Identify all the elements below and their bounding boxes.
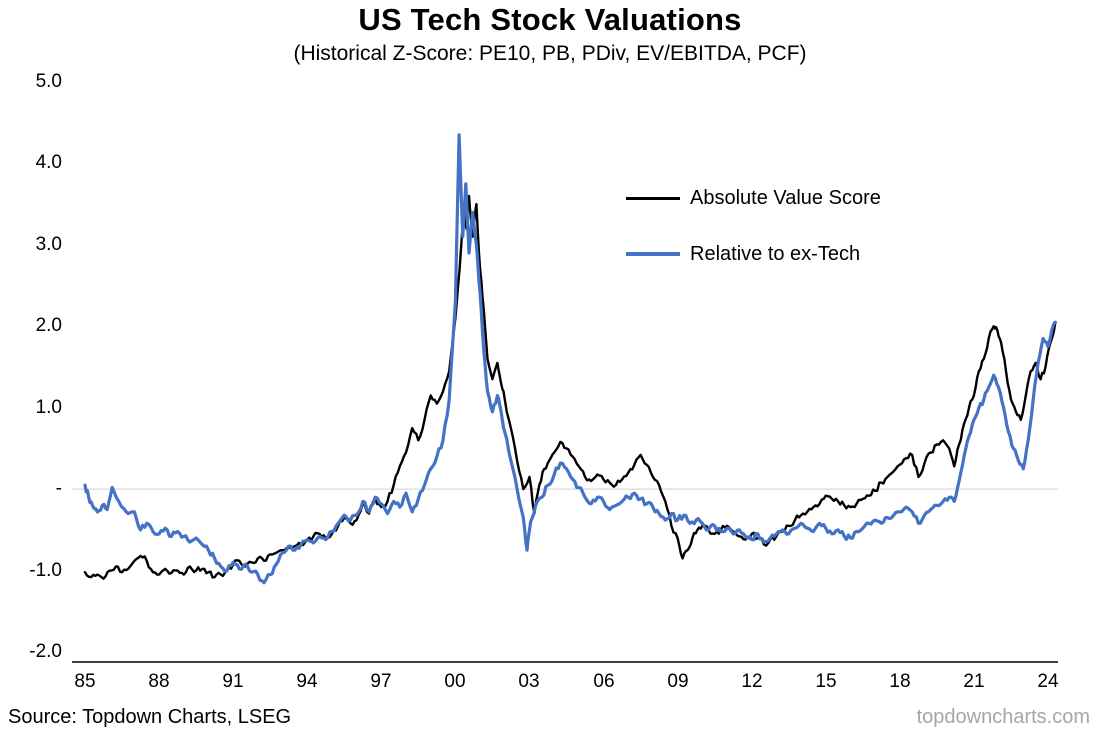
x-tick-label: 03 <box>518 671 540 692</box>
y-tick-label: -1.0 <box>29 560 62 581</box>
x-tick-label: 24 <box>1037 671 1059 692</box>
chart-title: US Tech Stock Valuations <box>358 2 742 37</box>
x-tick-label: 94 <box>296 671 318 692</box>
x-tick-label: 06 <box>593 671 615 692</box>
x-tick-label: 00 <box>444 671 466 692</box>
chart-subtitle: (Historical Z-Score: PE10, PB, PDiv, EV/… <box>293 42 807 65</box>
x-tick-label: 18 <box>889 671 911 692</box>
x-tick-label: 15 <box>815 671 837 692</box>
x-tick-label: 91 <box>222 671 244 692</box>
y-tick-label: 1.0 <box>35 397 62 418</box>
source-text: Source: Topdown Charts, LSEG <box>8 706 292 728</box>
legend-item-relative-to-ex-tech: Relative to ex-Tech <box>626 226 881 282</box>
x-tick-label: 85 <box>74 671 96 692</box>
y-tick-label: - <box>55 478 62 499</box>
legend-line-swatch-black <box>626 196 680 200</box>
legend-item-absolute-value-score: Absolute Value Score <box>626 170 881 226</box>
watermark-text: topdowncharts.com <box>916 706 1090 728</box>
legend-label-relative-to-ex-tech: Relative to ex-Tech <box>690 242 861 265</box>
y-tick-label: 2.0 <box>35 315 62 336</box>
x-tick-label: 09 <box>667 671 689 692</box>
x-tick-label: 88 <box>148 671 170 692</box>
y-tick-label: -2.0 <box>29 641 62 662</box>
y-tick-label: 5.0 <box>35 71 62 92</box>
x-tick-label: 97 <box>370 671 392 692</box>
legend-label-absolute-value-score: Absolute Value Score <box>690 186 881 209</box>
x-tick-label: 12 <box>741 671 763 692</box>
y-tick-label: 4.0 <box>35 152 62 173</box>
y-tick-label: 3.0 <box>35 234 62 255</box>
x-tick-label: 21 <box>963 671 985 692</box>
legend: Absolute Value Score Relative to ex-Tech <box>626 170 881 282</box>
legend-line-swatch-blue <box>626 252 680 256</box>
